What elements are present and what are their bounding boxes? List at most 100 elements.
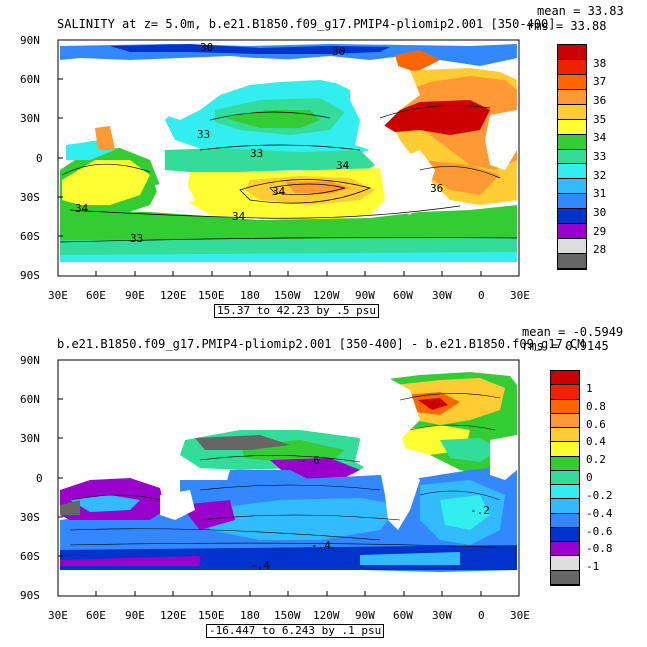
colorbar-label: 28	[593, 243, 607, 257]
bottom-lon-label: 90E	[125, 609, 145, 622]
colorbar-label: -0.2	[586, 488, 613, 502]
bottom-lon-label: 180	[240, 609, 260, 622]
top-lon-label: 120W	[313, 289, 340, 302]
top-lon-label: 150W	[274, 289, 301, 302]
colorbar-swatch	[551, 371, 579, 386]
colorbar-label: -0.8	[586, 542, 613, 556]
colorbar-label: 0.6	[586, 417, 606, 431]
top-lon-label: 30E	[48, 289, 68, 302]
top-lon-label: 30W	[432, 289, 452, 302]
bottom-lat-label: 60N	[20, 393, 40, 406]
colorbar-swatch	[551, 527, 579, 543]
bottom-lon-label: 30W	[432, 609, 452, 622]
top-contour-label: 30	[200, 41, 214, 54]
colorbar-swatch	[558, 89, 586, 105]
colorbar-label: 36	[593, 94, 607, 107]
top-contour-label: 34	[336, 159, 350, 172]
bottom-mean: mean = -0.5949	[522, 325, 624, 339]
bottom-lon-label: 120W	[313, 609, 340, 622]
top-lat-label: 90S	[20, 269, 40, 282]
bottom-contour-label: -.6	[300, 454, 320, 467]
top-range-label: 15.37 to 42.23 by .5 psu	[214, 304, 379, 318]
colorbar-label: 0.8	[586, 399, 606, 413]
colorbar-swatch	[558, 119, 586, 135]
colorbar-swatch	[551, 470, 579, 486]
colorbar-label: 34	[593, 131, 607, 145]
colorbar-swatch	[558, 45, 586, 60]
colorbar-swatch	[558, 224, 586, 240]
bottom-range-label: -16.447 to 6.243 by .1 psu	[206, 624, 385, 638]
colorbar-label: 33	[593, 150, 607, 163]
bottom-lon-label: 60W	[393, 609, 413, 622]
colorbar-swatch	[551, 485, 579, 500]
bottom-lon-label: 60E	[86, 609, 106, 622]
top-lon-label: 60E	[86, 289, 106, 302]
colorbar-label: -1	[586, 560, 600, 574]
colorbar-swatch	[558, 254, 586, 269]
colorbar-swatch	[558, 164, 586, 180]
bottom-lat-label: 60S	[20, 550, 40, 563]
bottom-lat-label: 0	[36, 472, 43, 485]
top-colorbar	[557, 44, 587, 270]
bottom-colorbar	[550, 370, 580, 586]
bottom-lon-label: 150W	[274, 609, 301, 622]
bottom-lon-label: 30E	[510, 609, 530, 622]
colorbar-swatch	[558, 134, 586, 150]
colorbar-label: -0.6	[586, 524, 613, 538]
bottom-lat-label: 90S	[20, 589, 40, 602]
bottom-lat-label: 30N	[20, 432, 40, 445]
top-contour-label: 33	[130, 232, 144, 245]
top-contour-label: 30	[332, 45, 346, 58]
top-lon-label: 90W	[355, 289, 375, 302]
top-lat-label: 60N	[20, 73, 40, 86]
colorbar-swatch	[551, 442, 579, 457]
top-lon-label: 0	[478, 289, 485, 302]
top-contour-label: 33	[250, 147, 264, 160]
top-title: SALINITY at z= 5.0m, b.e21.B1850.f09_g17…	[57, 17, 556, 31]
colorbar-swatch	[551, 399, 579, 414]
top-lon-label: 150E	[198, 289, 225, 302]
top-mean: mean = 33.83	[537, 4, 624, 18]
colorbar-swatch	[551, 499, 579, 514]
top-lon-label: 60W	[393, 289, 413, 302]
colorbar-swatch	[551, 570, 579, 585]
colorbar-swatch	[551, 413, 579, 429]
top-contour-label: 34	[272, 185, 286, 198]
bottom-lon-label: 120E	[160, 609, 187, 622]
colorbar-swatch	[558, 104, 586, 120]
bottom-lat-label: 30S	[20, 511, 40, 524]
colorbar-swatch	[551, 385, 579, 400]
colorbar-swatch	[551, 456, 579, 471]
colorbar-label: 0.2	[586, 453, 606, 467]
bottom-rms: rms = 0.9145	[522, 339, 609, 353]
colorbar-label: -0.4	[586, 506, 613, 520]
top-contour-label: 36	[430, 182, 444, 195]
bottom-lon-label: 0	[478, 609, 485, 622]
top-contour-label: 34	[232, 210, 246, 223]
bottom-title: b.e21.B1850.f09_g17.PMIP4-pliomip2.001 […	[57, 337, 585, 351]
colorbar-swatch	[558, 74, 586, 90]
colorbar-swatch	[558, 149, 586, 165]
colorbar-swatch	[551, 428, 579, 443]
bottom-lon-label: 30E	[48, 609, 68, 622]
bottom-contour-label: -.2	[470, 504, 490, 517]
bottom-contour-label: -.4	[311, 539, 331, 552]
colorbar-label: 38	[593, 56, 607, 70]
colorbar-swatch	[558, 194, 586, 210]
colorbar-swatch	[551, 556, 579, 571]
colorbar-label: 31	[593, 187, 607, 201]
colorbar-label: 0	[586, 471, 593, 484]
colorbar-swatch	[551, 513, 579, 528]
colorbar-label: 32	[593, 168, 607, 182]
top-lon-label: 120E	[160, 289, 187, 302]
top-lon-label: 30E	[510, 289, 530, 302]
colorbar-label: 35	[593, 112, 607, 126]
top-lon-label: 90E	[125, 289, 145, 302]
colorbar-label: 30	[593, 206, 607, 219]
top-lat-label: 90N	[20, 34, 40, 47]
top-lat-label: 30N	[20, 112, 40, 125]
top-contour-label: 33	[197, 128, 211, 141]
colorbar-label: 29	[593, 224, 607, 238]
colorbar-swatch	[551, 542, 579, 557]
